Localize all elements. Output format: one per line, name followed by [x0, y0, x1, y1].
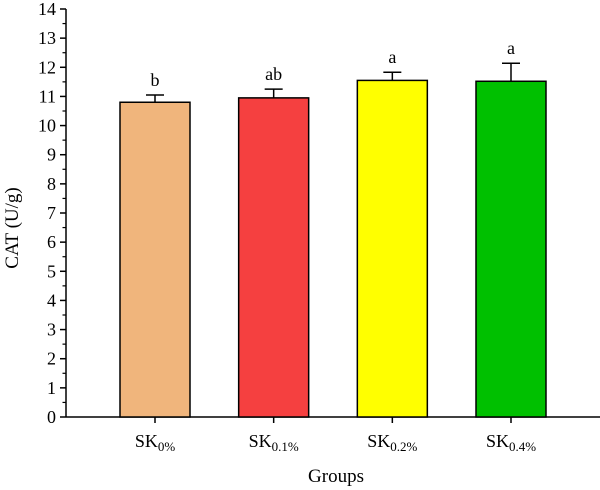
y-tick-label: 5 — [47, 261, 56, 281]
x-axis-label: Groups — [308, 466, 364, 487]
significance-letter: b — [151, 70, 160, 90]
x-tick-label: SK0.1% — [249, 431, 299, 454]
y-tick-label: 1 — [47, 378, 56, 398]
y-tick-label: 11 — [39, 86, 56, 106]
y-tick-label: 14 — [38, 0, 56, 19]
y-tick-label: 0 — [47, 407, 56, 427]
x-tick-label: SK0.2% — [367, 431, 417, 454]
significance-letter: a — [388, 47, 396, 67]
bar — [475, 80, 547, 418]
y-tick-label: 8 — [47, 174, 56, 194]
y-tick-label: 2 — [47, 349, 56, 369]
significance-letter: ab — [265, 64, 282, 84]
bar — [237, 97, 310, 418]
y-axis-label: CAT (U/g) — [2, 187, 23, 268]
significance-letter: a — [507, 38, 515, 58]
y-tick-label: 10 — [38, 116, 56, 136]
y-tick-label: 6 — [47, 232, 56, 252]
y-tick-label: 12 — [38, 57, 56, 77]
y-tick-label: 13 — [38, 28, 56, 48]
bar — [356, 79, 429, 418]
bars: b ab a a — [119, 38, 547, 418]
y-tick-label: 4 — [47, 290, 56, 310]
y-tick-label: 9 — [47, 145, 56, 165]
x-tick-label: SK0% — [135, 431, 176, 454]
bar — [119, 101, 191, 418]
y-tick-label: 3 — [47, 320, 56, 340]
labels: CAT (U/g) Groups — [2, 187, 364, 487]
x-tick-label: SK0.4% — [486, 431, 536, 454]
y-tick-label: 7 — [47, 203, 56, 223]
